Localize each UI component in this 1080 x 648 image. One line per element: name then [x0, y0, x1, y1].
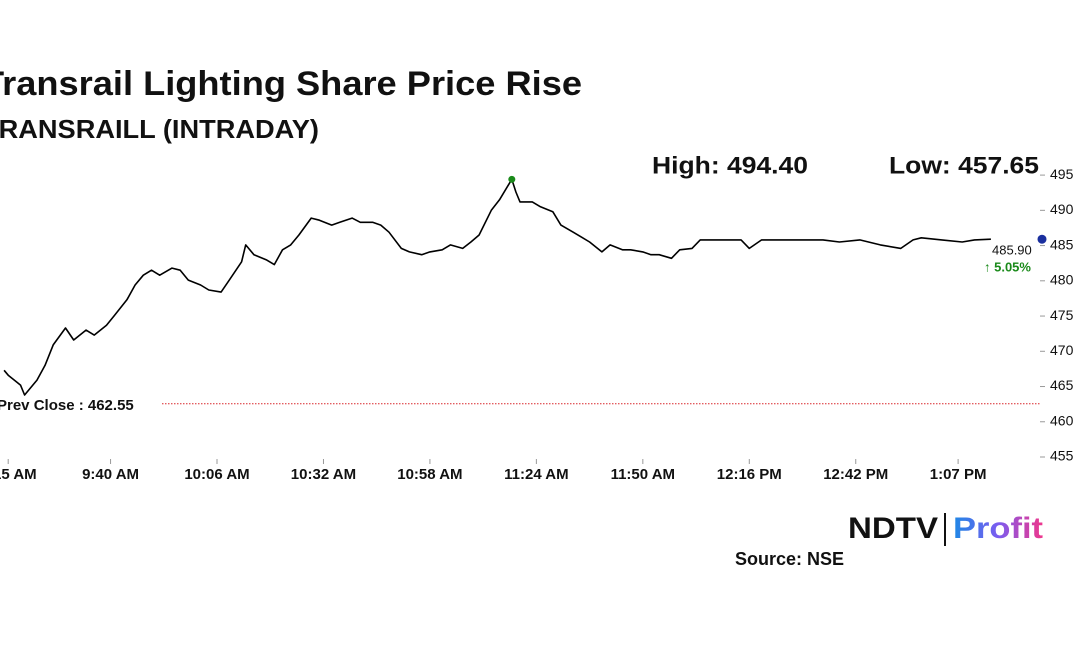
brand-ndtv: NDTV — [848, 512, 938, 545]
prev-close-label: Prev Close : 462.55 — [0, 397, 134, 414]
y-tick-label: 485 — [1050, 236, 1074, 252]
x-tick-label: 11:24 AM — [504, 466, 568, 483]
x-tick-label: 1:07 PM — [930, 466, 987, 483]
y-tick-label: 460 — [1050, 412, 1074, 428]
y-tick-label: 490 — [1050, 201, 1074, 217]
x-tick-label: 9:15 AM — [0, 466, 37, 483]
y-tick-label: 465 — [1050, 377, 1074, 393]
chart-title: Transrail Lighting Share Price Rise — [0, 65, 582, 103]
x-tick-label: 12:42 PM — [823, 466, 888, 483]
x-tick-label: 10:06 AM — [184, 466, 249, 483]
price-line — [3, 178, 991, 396]
y-tick-label: 455 — [1050, 448, 1074, 464]
y-tick-label: 480 — [1050, 272, 1074, 288]
x-tick-label: 9:40 AM — [82, 466, 139, 483]
y-tick-label: 470 — [1050, 342, 1074, 358]
y-tick-label: 495 — [1050, 166, 1074, 182]
y-tick-label: 475 — [1050, 307, 1074, 323]
high-label: High: 494.40 — [652, 152, 808, 179]
brand-profit: Profit — [953, 512, 1043, 545]
last-marker — [1037, 234, 1047, 244]
x-tick-label: 10:32 AM — [291, 466, 356, 483]
low-label: Low: 457.65 — [889, 152, 1039, 179]
x-tick-label: 10:58 AM — [397, 466, 462, 483]
change-label: ↑ 5.05% — [984, 259, 1031, 274]
high-marker — [508, 175, 516, 183]
x-tick-label: 12:16 PM — [717, 466, 782, 483]
x-tick-label: 11:50 AM — [611, 466, 675, 483]
last-price-label: 485.90 — [992, 242, 1032, 257]
chart-subtitle: TRANSRAILL (INTRADAY) — [0, 114, 319, 144]
source: Source: NSE — [735, 549, 844, 569]
